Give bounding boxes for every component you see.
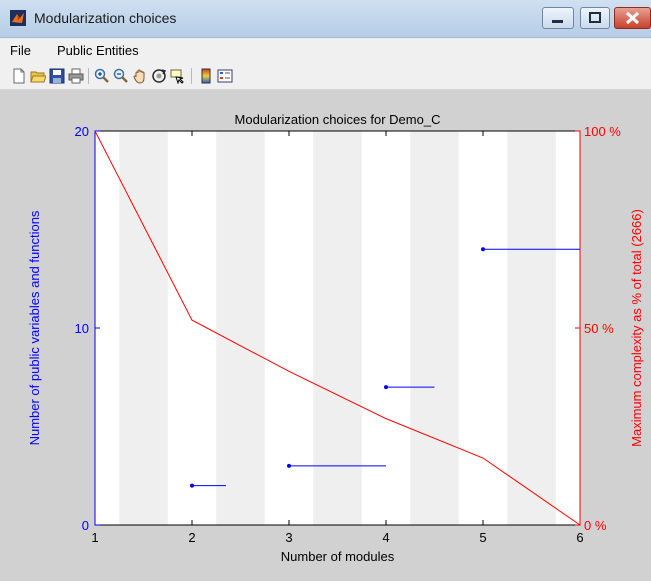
chart-title: Modularization choices for Demo_C [235, 112, 441, 127]
blue-segment-start-point [190, 483, 194, 488]
legend-icon[interactable] [217, 68, 233, 84]
minimize-icon [552, 20, 563, 23]
left-y-axis-label: Number of public variables and functions [27, 210, 42, 445]
figure-area: 1 2 3 4 5 6 0 10 20 0 % 50 % 100 % Modularization… [0, 90, 651, 581]
maximize-button[interactable] [580, 7, 610, 29]
plot-band [119, 131, 168, 525]
x-tick-label: 2 [188, 530, 195, 545]
left-y-tick-label: 0 [82, 518, 89, 533]
x-tick-label: 4 [382, 530, 389, 545]
blue-segment-start-point [287, 463, 291, 468]
plot-band [410, 131, 459, 525]
data-cursor-icon[interactable] [170, 68, 186, 84]
new-figure-icon[interactable] [11, 68, 27, 84]
menu-file[interactable]: File [10, 43, 31, 58]
open-file-icon[interactable] [30, 68, 46, 84]
right-y-tick-label: 0 % [584, 518, 607, 533]
pan-icon[interactable] [132, 68, 148, 84]
zoom-out-icon[interactable] [113, 68, 129, 84]
blue-segment-start-point [384, 385, 388, 390]
x-tick-label: 6 [576, 530, 583, 545]
title-bar: Modularization choices [0, 0, 651, 38]
save-icon[interactable] [49, 68, 65, 84]
plot-band [507, 131, 556, 525]
colorbar-icon[interactable] [198, 68, 214, 84]
zoom-in-icon[interactable] [94, 68, 110, 84]
x-tick-label: 5 [479, 530, 486, 545]
close-button[interactable] [614, 7, 651, 29]
plot-band [313, 131, 362, 525]
x-tick-label: 1 [91, 530, 98, 545]
x-tick-label: 3 [285, 530, 292, 545]
left-y-tick-label: 10 [75, 321, 89, 336]
x-axis-label: Number of modules [281, 549, 395, 564]
complexity-line [94, 130, 581, 526]
maximize-icon [589, 12, 601, 23]
menu-bar: File Public Entities [0, 38, 651, 62]
chart: 1 2 3 4 5 6 0 10 20 0 % 50 % 100 % Modularization… [27, 112, 644, 564]
right-y-tick-label: 50 % [584, 321, 614, 336]
blue-segment-start-point [481, 247, 485, 252]
close-icon [625, 11, 640, 25]
menu-public-entities[interactable]: Public Entities [57, 43, 139, 58]
left-y-tick-label: 20 [75, 124, 89, 139]
right-y-axis-label: Maximum complexity as % of total (2666) [629, 209, 644, 447]
minimize-button[interactable] [542, 7, 574, 29]
toolbar-separator [88, 68, 89, 84]
toolbar [0, 62, 651, 90]
rotate-3d-icon[interactable] [151, 68, 167, 84]
plot-band [216, 131, 265, 525]
toolbar-separator [191, 68, 192, 84]
print-icon[interactable] [68, 68, 84, 84]
right-y-tick-label: 100 % [584, 124, 621, 139]
window-title: Modularization choices [34, 10, 177, 26]
matlab-icon [10, 10, 26, 26]
